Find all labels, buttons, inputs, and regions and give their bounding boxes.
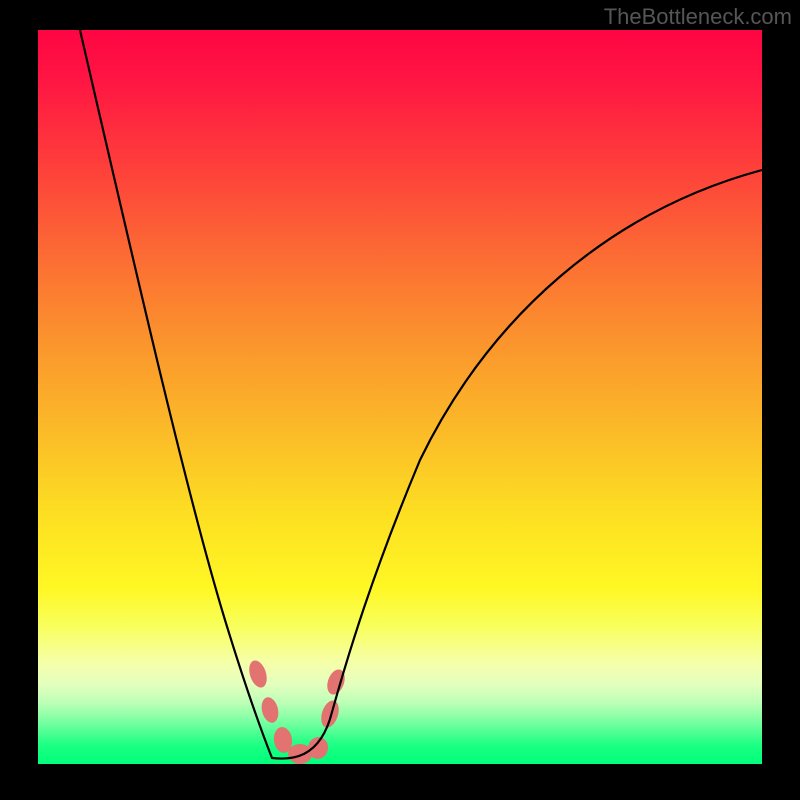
watermark-text: TheBottleneck.com [604,4,792,30]
bottleneck-chart [0,0,800,800]
chart-canvas: TheBottleneck.com [0,0,800,800]
plot-area [38,30,762,764]
